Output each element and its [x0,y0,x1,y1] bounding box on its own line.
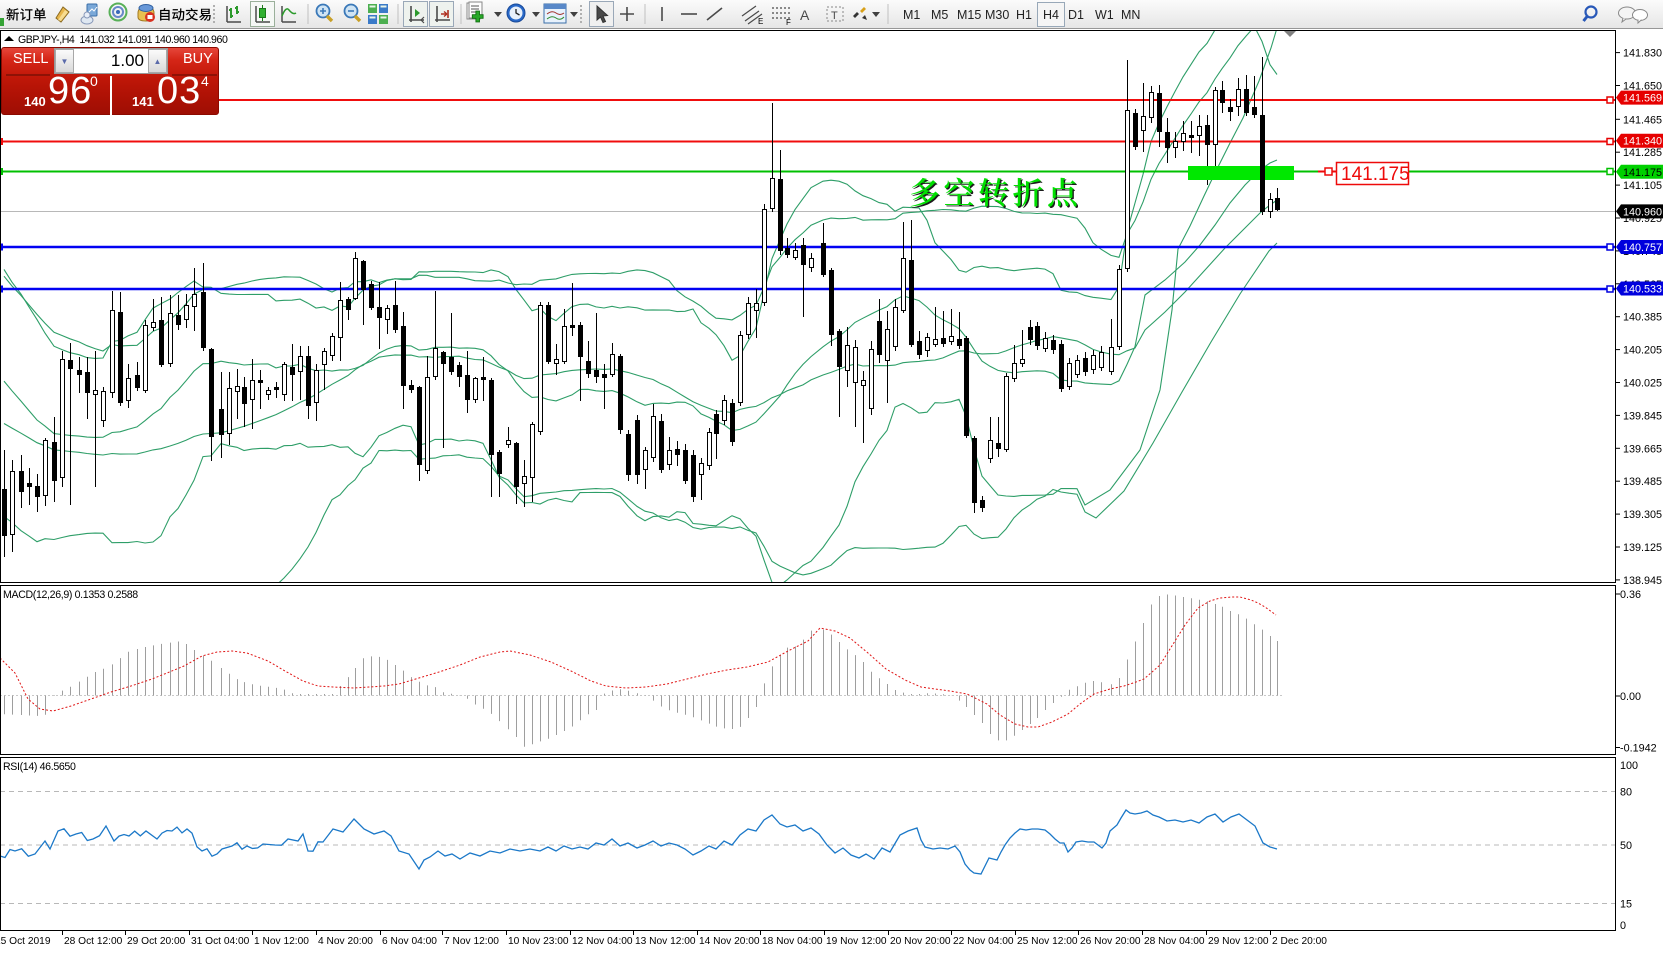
svg-text:GBPJPY-,H4 141.032 141.091 14: GBPJPY-,H4 141.032 141.091 140.960 140.9… [18,34,228,46]
svg-text:18 Nov 04:00: 18 Nov 04:00 [762,936,823,947]
svg-text:25 Nov 12:00: 25 Nov 12:00 [1017,936,1078,947]
svg-text:MN: MN [1121,8,1140,22]
svg-text:M15: M15 [957,8,981,22]
svg-text:E: E [758,17,763,26]
svg-text:MACD(12,26,9) 0.1353 0.2588: MACD(12,26,9) 0.1353 0.2588 [3,589,138,601]
svg-text:14 Nov 20:00: 14 Nov 20:00 [699,936,760,947]
svg-text:22 Nov 04:00: 22 Nov 04:00 [953,936,1014,947]
svg-text:28 Nov 04:00: 28 Nov 04:00 [1144,936,1205,947]
svg-text:A: A [800,7,810,23]
svg-text:140.757: 140.757 [1623,242,1662,254]
svg-text:139.485: 139.485 [1623,476,1662,488]
svg-text:7 Nov 12:00: 7 Nov 12:00 [444,936,499,947]
svg-text:28 Oct 12:00: 28 Oct 12:00 [64,936,123,947]
svg-text:W1: W1 [1095,8,1114,22]
svg-text:25 Oct 2019: 25 Oct 2019 [0,936,51,947]
svg-text:20 Nov 20:00: 20 Nov 20:00 [890,936,951,947]
svg-text:H4: H4 [1043,8,1059,22]
svg-text:50: 50 [1620,840,1632,852]
svg-text:D1: D1 [1068,8,1084,22]
svg-text:138.945: 138.945 [1623,575,1662,587]
svg-text:15: 15 [1620,899,1632,911]
svg-text:141.340: 141.340 [1623,136,1662,148]
svg-text:-0.1942: -0.1942 [1620,743,1657,755]
svg-text:2 Dec 20:00: 2 Dec 20:00 [1272,936,1327,947]
svg-text:29 Nov 12:00: 29 Nov 12:00 [1208,936,1269,947]
svg-text:140.205: 140.205 [1623,345,1662,357]
svg-text:141.175: 141.175 [1341,164,1410,185]
svg-text:141.285: 141.285 [1623,147,1662,159]
svg-text:139.845: 139.845 [1623,410,1662,422]
svg-text:H1: H1 [1016,8,1032,22]
svg-text:140.533: 140.533 [1623,284,1662,296]
svg-text:0.36: 0.36 [1620,589,1641,601]
svg-text:140.385: 140.385 [1623,312,1662,324]
svg-text:31 Oct 04:00: 31 Oct 04:00 [191,936,250,947]
svg-text:141.105: 141.105 [1623,180,1662,192]
svg-text:80: 80 [1620,787,1632,799]
svg-text:12 Nov 04:00: 12 Nov 04:00 [572,936,633,947]
svg-text:M5: M5 [931,8,948,22]
svg-text:6 Nov 04:00: 6 Nov 04:00 [382,936,437,947]
svg-text:139.665: 139.665 [1623,443,1662,455]
svg-text:0.00: 0.00 [1620,691,1641,703]
svg-text:140.025: 140.025 [1623,378,1662,390]
svg-text:0: 0 [1620,920,1626,932]
svg-text:19 Nov 12:00: 19 Nov 12:00 [826,936,887,947]
svg-text:RSI(14) 46.5650: RSI(14) 46.5650 [3,761,76,773]
svg-text:141.569: 141.569 [1623,93,1662,105]
svg-text:140.960: 140.960 [1623,206,1662,218]
svg-text:100: 100 [1620,760,1638,772]
svg-text:141.830: 141.830 [1623,48,1662,60]
svg-text:M30: M30 [985,8,1009,22]
svg-text:29 Oct 20:00: 29 Oct 20:00 [127,936,186,947]
svg-text:F: F [786,18,791,27]
svg-text:139.305: 139.305 [1623,509,1662,521]
svg-text:141.465: 141.465 [1623,114,1662,126]
svg-text:26 Nov 20:00: 26 Nov 20:00 [1080,936,1141,947]
svg-text:141.650: 141.650 [1623,81,1662,93]
svg-text:139.125: 139.125 [1623,542,1662,554]
svg-text:1 Nov 12:00: 1 Nov 12:00 [254,936,309,947]
svg-text:T: T [831,10,838,22]
svg-text:141.175: 141.175 [1623,167,1662,179]
svg-text:10 Nov 23:00: 10 Nov 23:00 [508,936,569,947]
svg-text:13 Nov 12:00: 13 Nov 12:00 [635,936,696,947]
svg-text:M1: M1 [903,8,920,22]
svg-text:4 Nov 20:00: 4 Nov 20:00 [318,936,373,947]
